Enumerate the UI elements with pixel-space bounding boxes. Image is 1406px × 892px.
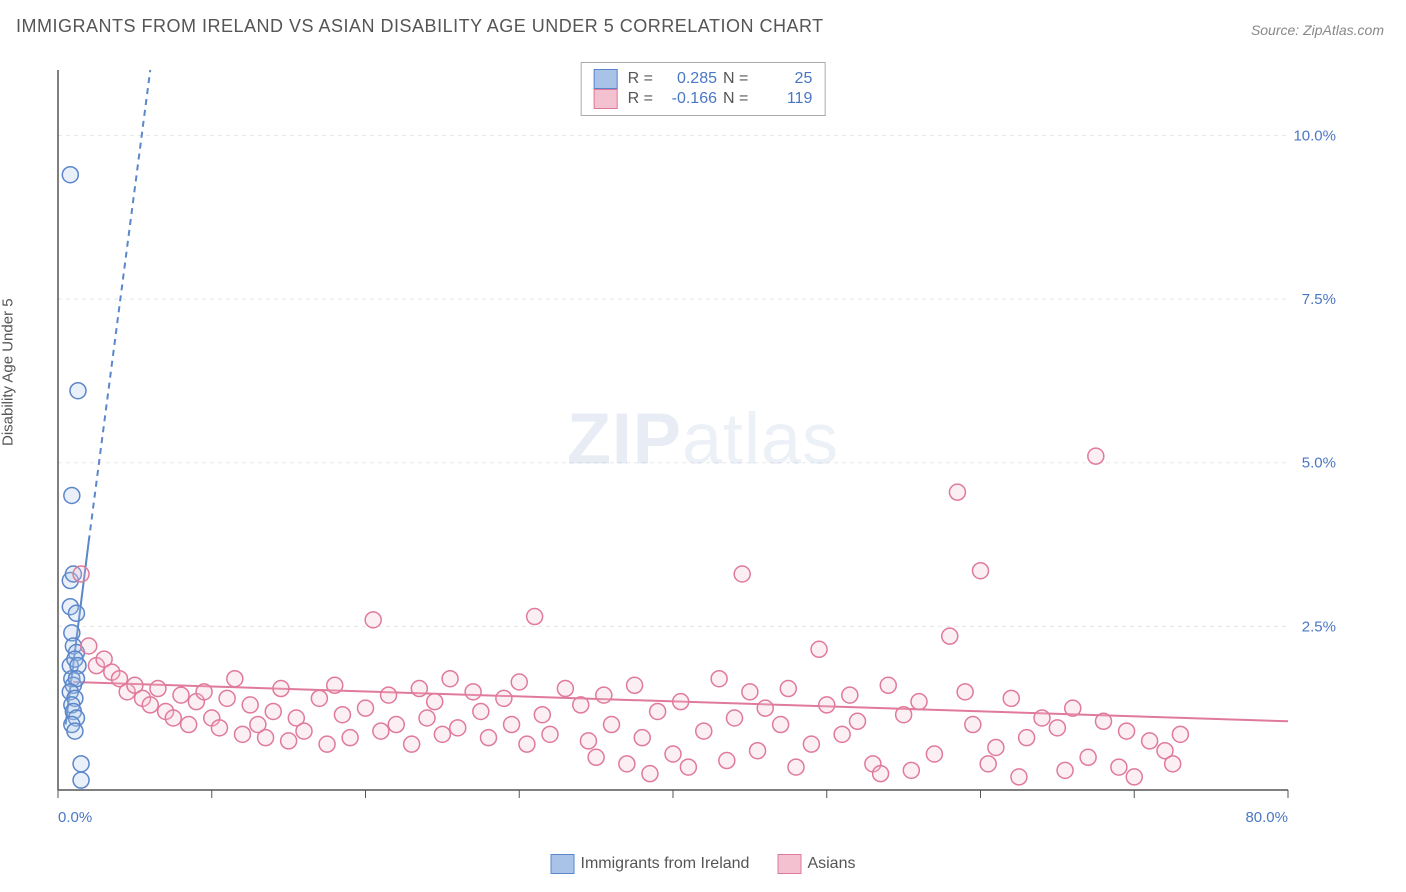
source-prefix: Source: (1251, 22, 1303, 38)
chart-svg: 2.5% 5.0% 7.5% 10.0% 0.0% 80.0% (48, 60, 1348, 840)
series-swatch-asians (777, 854, 801, 874)
svg-text:0.0%: 0.0% (58, 809, 92, 826)
series-label-ireland: Immigrants from Ireland (581, 855, 750, 872)
series-legend-ireland: Immigrants from Ireland (551, 854, 750, 874)
series-swatch-ireland (551, 854, 575, 874)
series-legend: Immigrants from Ireland Asians (551, 854, 856, 874)
correlation-legend: R = 0.285 N = 25 R = -0.166 N = 119 (581, 62, 826, 116)
legend-n-value-ireland: 25 (754, 70, 812, 88)
legend-swatch-asians (594, 89, 618, 109)
legend-row-ireland: R = 0.285 N = 25 (594, 69, 813, 89)
svg-text:80.0%: 80.0% (1245, 809, 1288, 826)
plot-area: 2.5% 5.0% 7.5% 10.0% 0.0% 80.0% (48, 60, 1348, 840)
legend-r-value-asians: -0.166 (659, 90, 717, 108)
source-name: ZipAtlas.com (1303, 22, 1384, 38)
chart-title: IMMIGRANTS FROM IRELAND VS ASIAN DISABIL… (16, 16, 824, 37)
legend-row-asians: R = -0.166 N = 119 (594, 89, 813, 109)
svg-text:2.5%: 2.5% (1302, 618, 1336, 635)
svg-text:10.0%: 10.0% (1293, 127, 1336, 144)
series-legend-asians: Asians (777, 854, 855, 874)
legend-n-label: N = (723, 90, 748, 108)
y-axis-label: Disability Age Under 5 (0, 298, 17, 446)
source-attribution: Source: ZipAtlas.com (1251, 22, 1384, 38)
legend-r-label: R = (628, 70, 653, 88)
legend-n-value-asians: 119 (754, 90, 812, 108)
svg-text:7.5%: 7.5% (1302, 291, 1336, 308)
legend-r-value-ireland: 0.285 (659, 70, 717, 88)
legend-n-label: N = (723, 70, 748, 88)
legend-r-label: R = (628, 90, 653, 108)
svg-text:5.0%: 5.0% (1302, 455, 1336, 472)
series-label-asians: Asians (807, 855, 855, 872)
legend-swatch-ireland (594, 69, 618, 89)
